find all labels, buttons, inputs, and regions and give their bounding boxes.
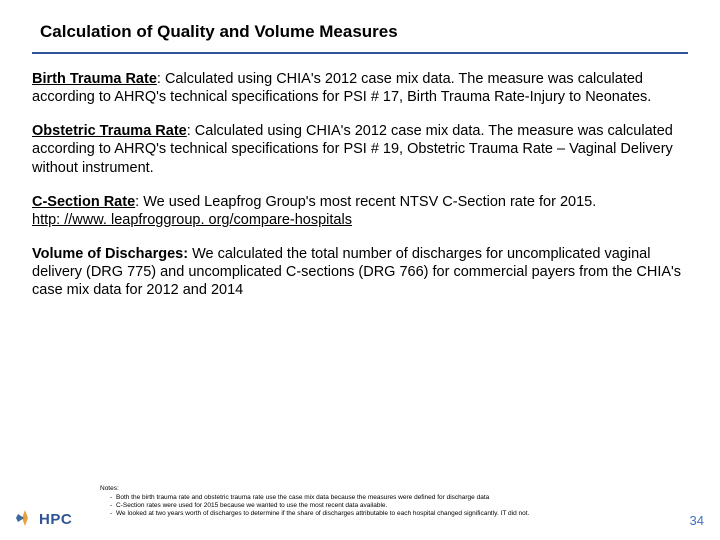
notes-item: C-Section rates were used for 2015 becau…	[110, 502, 620, 510]
para-label: Birth Trauma Rate	[32, 71, 157, 87]
notes-list: Both the birth trauma rate and obstetric…	[100, 494, 620, 518]
hpc-logo: HPC	[14, 508, 72, 530]
logo-text: HPC	[39, 511, 72, 528]
notes-block: Notes: Both the birth trauma rate and ob…	[100, 485, 620, 519]
para-volume: Volume of Discharges: We calculated the …	[32, 245, 688, 299]
slide-title: Calculation of Quality and Volume Measur…	[32, 22, 688, 52]
logo-mark-icon	[14, 508, 36, 530]
para-csection: C-Section Rate: We used Leapfrog Group's…	[32, 193, 688, 229]
page-number: 34	[690, 513, 704, 528]
para-text: : We used Leapfrog Group's most recent N…	[135, 194, 596, 210]
notes-item: Both the birth trauma rate and obstetric…	[110, 494, 620, 502]
slide-container: Calculation of Quality and Volume Measur…	[0, 0, 720, 540]
para-label: C-Section Rate	[32, 194, 135, 210]
para-birth-trauma: Birth Trauma Rate: Calculated using CHIA…	[32, 70, 688, 106]
title-rule	[32, 52, 688, 54]
para-label: Obstetric Trauma Rate	[32, 123, 187, 139]
notes-item: We looked at two years worth of discharg…	[110, 510, 620, 518]
notes-heading: Notes:	[100, 485, 620, 493]
para-label: Volume of Discharges:	[32, 246, 188, 262]
para-obstetric-trauma: Obstetric Trauma Rate: Calculated using …	[32, 122, 688, 176]
para-link[interactable]: http: //www. leapfroggroup. org/compare-…	[32, 212, 352, 228]
